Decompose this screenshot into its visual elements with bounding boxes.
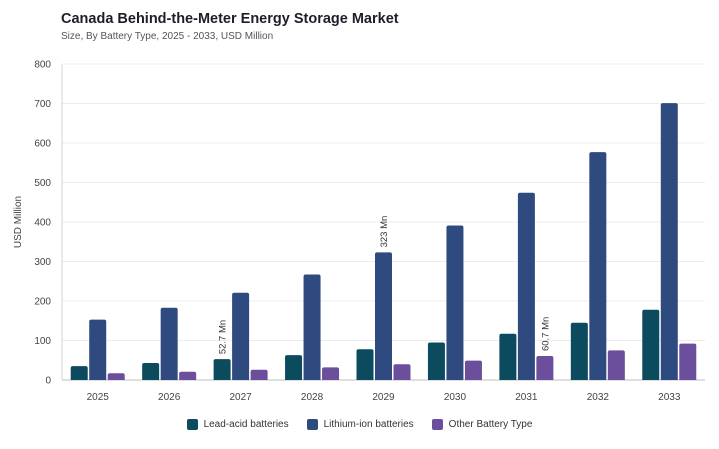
- bar: [89, 319, 107, 380]
- bar: [179, 371, 197, 380]
- bar: [679, 343, 697, 380]
- bar: [70, 366, 88, 380]
- legend: Lead-acid batteries Lithium-ion batteries…: [0, 419, 719, 430]
- y-tick-label: 0: [45, 376, 51, 387]
- x-tick-label: 2026: [158, 392, 181, 403]
- y-tick-label: 500: [34, 178, 51, 189]
- legend-label: Lithium-ion batteries: [323, 419, 414, 430]
- bar: [160, 307, 178, 380]
- bar: [142, 363, 160, 380]
- y-tick-label: 600: [34, 139, 51, 150]
- bar: [517, 192, 535, 380]
- bar: [285, 355, 303, 380]
- bar: [589, 152, 607, 380]
- y-tick-label: 200: [34, 297, 51, 308]
- data-label: 323 Mn: [379, 216, 390, 248]
- legend-swatch: [306, 419, 318, 430]
- bar: [446, 225, 464, 380]
- y-tick-label: 400: [34, 218, 51, 229]
- bars: [70, 103, 697, 380]
- bar: [322, 367, 340, 380]
- data-label: 60.7 Mn: [540, 317, 551, 351]
- chart-title: Canada Behind-the-Meter Energy Storage M…: [61, 11, 399, 27]
- legend-swatch: [186, 419, 198, 430]
- x-tick-label: 2030: [444, 392, 467, 403]
- bar: [536, 356, 554, 380]
- bar: [642, 309, 660, 380]
- y-axis-ticks: 0 100 200 300 400 500 600 700 800: [34, 60, 51, 387]
- y-axis-label: USD Million: [13, 196, 24, 248]
- bar: [107, 373, 125, 380]
- y-tick-label: 800: [34, 60, 51, 71]
- legend-item: Lithium-ion batteries: [306, 419, 414, 430]
- bar: [232, 292, 250, 380]
- y-tick-label: 100: [34, 336, 51, 347]
- legend-item: Other Battery Type: [431, 419, 533, 430]
- bar: [393, 364, 411, 380]
- bar: [570, 322, 588, 380]
- legend-label: Lead-acid batteries: [203, 419, 289, 430]
- y-tick-label: 700: [34, 99, 51, 110]
- bar: [356, 349, 374, 380]
- annotations: 52.7 Mn 323 Mn 60.7 Mn: [218, 216, 552, 354]
- bar: [607, 350, 625, 380]
- bar: [375, 252, 392, 380]
- y-tick-label: 300: [34, 257, 51, 268]
- legend-label: Other Battery Type: [448, 419, 533, 430]
- bar: [213, 359, 231, 380]
- bar: [464, 360, 482, 380]
- bar: [427, 342, 445, 380]
- x-tick-label: 2031: [515, 392, 538, 403]
- legend-item: Lead-acid batteries: [186, 419, 289, 430]
- bar: [250, 369, 268, 380]
- bar: [499, 333, 517, 380]
- x-tick-label: 2028: [301, 392, 324, 403]
- x-tick-label: 2033: [658, 392, 681, 403]
- chart-subtitle: Size, By Battery Type, 2025 - 2033, USD …: [61, 31, 274, 42]
- x-axis-ticks: 2025 2026 2027 2028 2029 2030 2031 2032 2033: [87, 392, 681, 403]
- x-tick-label: 2032: [587, 392, 610, 403]
- bar: [303, 274, 321, 380]
- x-tick-label: 2029: [372, 392, 395, 403]
- x-tick-label: 2027: [229, 392, 252, 403]
- bar: [660, 103, 678, 380]
- x-tick-label: 2025: [87, 392, 110, 403]
- data-label: 52.7 Mn: [218, 320, 229, 354]
- legend-swatch: [431, 419, 443, 430]
